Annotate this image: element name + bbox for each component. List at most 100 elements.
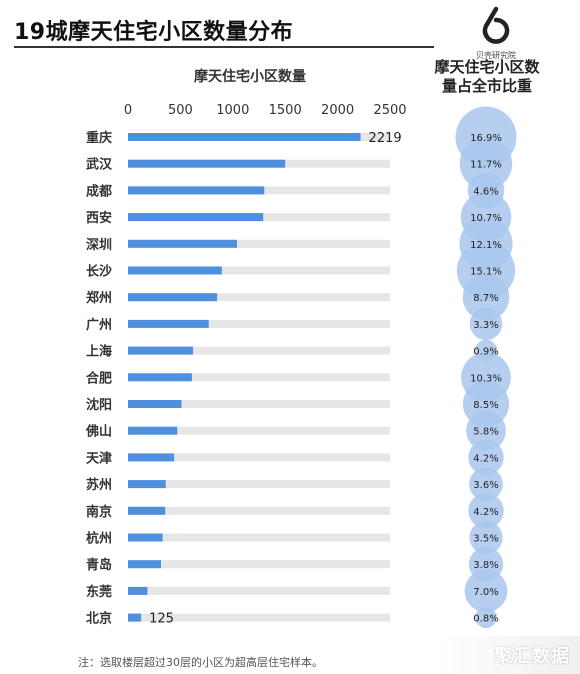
category-label: 上海: [86, 344, 112, 360]
share-label: 15.1%: [470, 267, 502, 278]
bar: [128, 506, 166, 515]
share-label: 4.2%: [473, 453, 498, 464]
share-label: 3.3%: [473, 320, 498, 331]
share-bubble: [466, 410, 506, 451]
bar: [128, 213, 264, 222]
bar-track: [128, 373, 390, 382]
share-label: 5.8%: [473, 427, 498, 438]
bar: [128, 586, 148, 595]
share-column-title-line2: 量占全市比重: [441, 77, 532, 95]
bar: [128, 239, 237, 248]
category-label: 北京: [86, 611, 112, 627]
bar: [128, 373, 192, 382]
bar: [128, 159, 286, 168]
x-tick-label: 500: [168, 103, 193, 118]
bar-rows: 重庆 2219 16.9% 武汉 11.7% 成都 4.6% 西安 10.7% 深圳 12.1% 长沙…: [85, 130, 502, 627]
bar-data-label: 125: [149, 612, 174, 627]
category-label: 郑州: [86, 290, 112, 306]
share-label: 3.8%: [473, 560, 498, 571]
bar-column-title: 摩天住宅小区数量: [194, 69, 306, 85]
bar-track: [128, 613, 390, 622]
x-tick-label: 1500: [269, 103, 302, 118]
bar: [128, 319, 209, 328]
share-label: 0.9%: [473, 347, 498, 358]
bar-data-label: 2219: [369, 131, 402, 146]
bar-track: [128, 319, 390, 328]
category-label: 沈阳: [86, 397, 112, 413]
share-bubble: [468, 439, 504, 476]
bar: [128, 293, 218, 302]
watermark: 聚汇数据: [438, 636, 580, 674]
bar-track: [128, 266, 390, 275]
share-bubble: [462, 273, 510, 321]
share-bubbles: [455, 106, 517, 629]
bar: [128, 533, 163, 542]
bar-track: [128, 346, 390, 355]
chart-title: 19城摩天住宅小区数量分布: [14, 20, 294, 45]
share-label: 4.2%: [473, 507, 498, 518]
bar: [128, 613, 142, 622]
bar: [128, 133, 361, 141]
share-label: 11.7%: [470, 160, 502, 171]
share-label: 3.6%: [473, 480, 498, 491]
share-bubble: [468, 493, 504, 529]
share-bubble: [469, 467, 503, 501]
category-label: 重庆: [86, 130, 112, 146]
category-label: 杭州: [86, 531, 112, 547]
share-bubble: [469, 520, 503, 555]
share-bubble: [464, 569, 508, 613]
share-column-title-line1: 摩天住宅小区数: [434, 58, 540, 76]
x-tick-label: 2000: [321, 103, 354, 118]
share-bubble: [469, 307, 503, 341]
category-label: 东莞: [86, 584, 112, 600]
bar: [128, 400, 182, 408]
bar-track: [128, 480, 390, 489]
category-label: 苏州: [86, 477, 112, 493]
category-label: 成都: [86, 183, 112, 199]
bar-track: [128, 533, 390, 542]
category-label: 合肥: [86, 370, 112, 386]
category-label: 长沙: [86, 264, 112, 280]
watermark-text: 聚汇数据: [494, 646, 570, 667]
share-label: 8.5%: [473, 400, 498, 411]
share-label: 10.7%: [470, 213, 502, 224]
bar-track: [128, 426, 390, 435]
x-tick-label: 2500: [373, 103, 406, 118]
share-column-title: 摩天住宅小区数 量占全市比重: [414, 58, 560, 96]
bar-track: [128, 506, 390, 515]
logo: 贝壳研究院: [466, 6, 526, 62]
category-label: 武汉: [86, 157, 113, 173]
bar: [128, 186, 265, 195]
x-axis-ticks: 0 500 1000 1500 2000 2500: [124, 103, 407, 118]
bar-track: [128, 560, 390, 569]
x-tick-label: 1000: [216, 103, 249, 118]
category-label: 南京: [86, 504, 112, 520]
bar-track: [128, 400, 390, 408]
bar-track: [128, 453, 390, 462]
category-label: 广州: [86, 317, 112, 333]
share-label: 16.9%: [470, 133, 502, 144]
share-bubble: [459, 137, 513, 190]
footnote: 注：选取楼层超过30层的小区为超高层住宅样本。: [78, 656, 323, 669]
share-label: 0.8%: [473, 614, 498, 625]
bar: [128, 453, 175, 462]
category-label: 佛山: [85, 424, 112, 440]
beike-logo-icon: [482, 6, 510, 44]
share-label: 10.3%: [470, 373, 502, 384]
bar-track: [128, 293, 390, 302]
share-bubble: [475, 607, 497, 629]
share-label: 7.0%: [473, 587, 498, 598]
bar-track: [128, 239, 390, 248]
bar: [128, 266, 222, 275]
category-label: 西安: [86, 210, 112, 226]
bar-track: [128, 586, 390, 595]
share-label: 8.7%: [473, 293, 498, 304]
logo-text: 贝壳研究院: [476, 51, 516, 60]
category-label: 天津: [86, 450, 112, 466]
bar: [128, 346, 193, 355]
bar: [128, 560, 162, 569]
category-label: 青岛: [86, 557, 112, 573]
share-label: 12.1%: [470, 240, 502, 251]
title-underline: [14, 46, 434, 48]
